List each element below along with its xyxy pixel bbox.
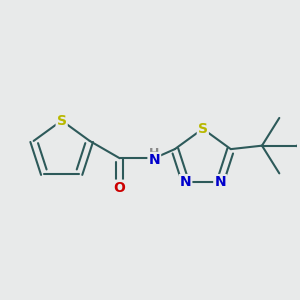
Text: H: H [149,146,160,160]
Text: S: S [57,114,67,128]
Text: N: N [148,153,160,167]
Text: S: S [198,122,208,136]
Text: O: O [114,181,126,195]
Text: N: N [214,175,226,189]
Text: N: N [180,175,191,189]
